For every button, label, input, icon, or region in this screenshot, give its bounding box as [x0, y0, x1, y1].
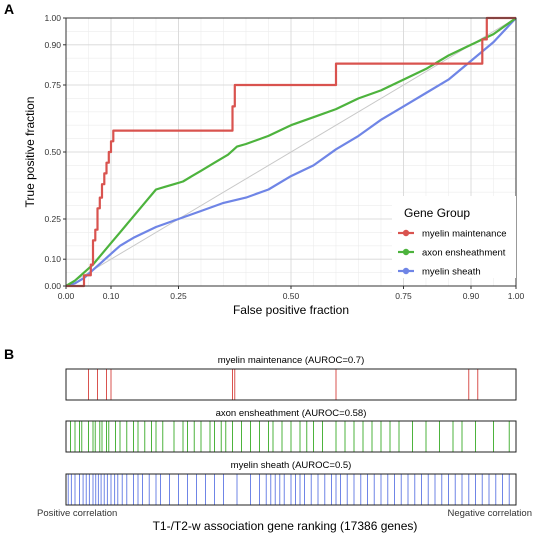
y-axis-ticks: 0.00 0.10 0.25 0.50 0.75 0.90 1.00: [44, 13, 66, 291]
barcode-track: myelin maintenance (AUROC=0.7): [65, 355, 517, 401]
legend-label: myelin maintenance: [422, 229, 507, 240]
series-line-axon-ensheathment: [65, 17, 517, 287]
y-tick-label: 0.90: [44, 40, 61, 50]
negative-correlation-label: Negative correlation: [448, 508, 533, 519]
roc-series-group: [65, 16, 517, 288]
x-tick-label: 0.50: [283, 291, 300, 301]
y-tick-label: 0.25: [44, 214, 61, 224]
series-line-myelin-maintenance: [66, 16, 516, 288]
y-tick-label: 0.75: [44, 80, 61, 90]
legend-background: [392, 196, 516, 278]
x-tick-label: 0.00: [58, 291, 75, 301]
y-tick-label: 0.50: [44, 147, 61, 157]
barcode-background: [66, 369, 516, 400]
legend-label: myelin sheath: [422, 267, 481, 278]
legend-title: Gene Group: [404, 206, 470, 220]
x-tick-label: 0.25: [170, 291, 187, 301]
y-tick-label: 1.00: [44, 13, 61, 23]
barcode-track: axon ensheathment (AUROC=0.58): [65, 408, 517, 453]
x-tick-label: 0.90: [463, 291, 480, 301]
legend-swatch-dot: [402, 248, 410, 256]
legend-items: myelin maintenance axon ensheathment myeli…: [398, 229, 507, 278]
y-axis-label: True positive fraction: [23, 97, 37, 208]
panel-b-label: B: [4, 346, 14, 362]
barcode-track: myelin sheath (AUROC=0.5): [65, 460, 517, 506]
roc-chart: 0.00 0.10 0.25 0.50 0.75 0.90 1.00 0.00 0.10 0.2…: [23, 13, 525, 317]
legend: Gene Group myelin maintenance axon enshea…: [392, 196, 516, 278]
barcode-track-title: myelin sheath (AUROC=0.5): [231, 460, 352, 471]
y-tick-label: 0.00: [44, 281, 61, 291]
series-line-myelin-sheath: [65, 17, 517, 288]
barcode-track-title: axon ensheathment (AUROC=0.58): [216, 408, 367, 419]
barcode-frame: [65, 420, 517, 453]
y-tick-label: 0.10: [44, 254, 61, 264]
positive-correlation-label: Positive correlation: [37, 508, 117, 519]
legend-swatch-dot: [402, 267, 410, 275]
barcode-x-axis-label: T1-/T2-w association gene ranking (17386…: [153, 519, 418, 533]
x-axis-ticks: 0.00 0.10 0.25 0.50 0.75 0.90 1.00: [58, 286, 525, 301]
x-tick-label: 1.00: [508, 291, 525, 301]
x-tick-label: 0.75: [395, 291, 412, 301]
barcode-track-title: myelin maintenance (AUROC=0.7): [218, 355, 365, 366]
x-tick-label: 0.10: [103, 291, 120, 301]
barcode-chart: myelin maintenance (AUROC=0.7) axon enshe…: [65, 355, 517, 506]
barcode-frame: [65, 473, 517, 506]
legend-swatch-dot: [402, 229, 410, 237]
barcode-frame: [65, 368, 517, 401]
x-axis-label: False positive fraction: [233, 303, 349, 317]
legend-label: axon ensheathment: [422, 248, 506, 259]
panel-a-label: A: [4, 1, 14, 17]
